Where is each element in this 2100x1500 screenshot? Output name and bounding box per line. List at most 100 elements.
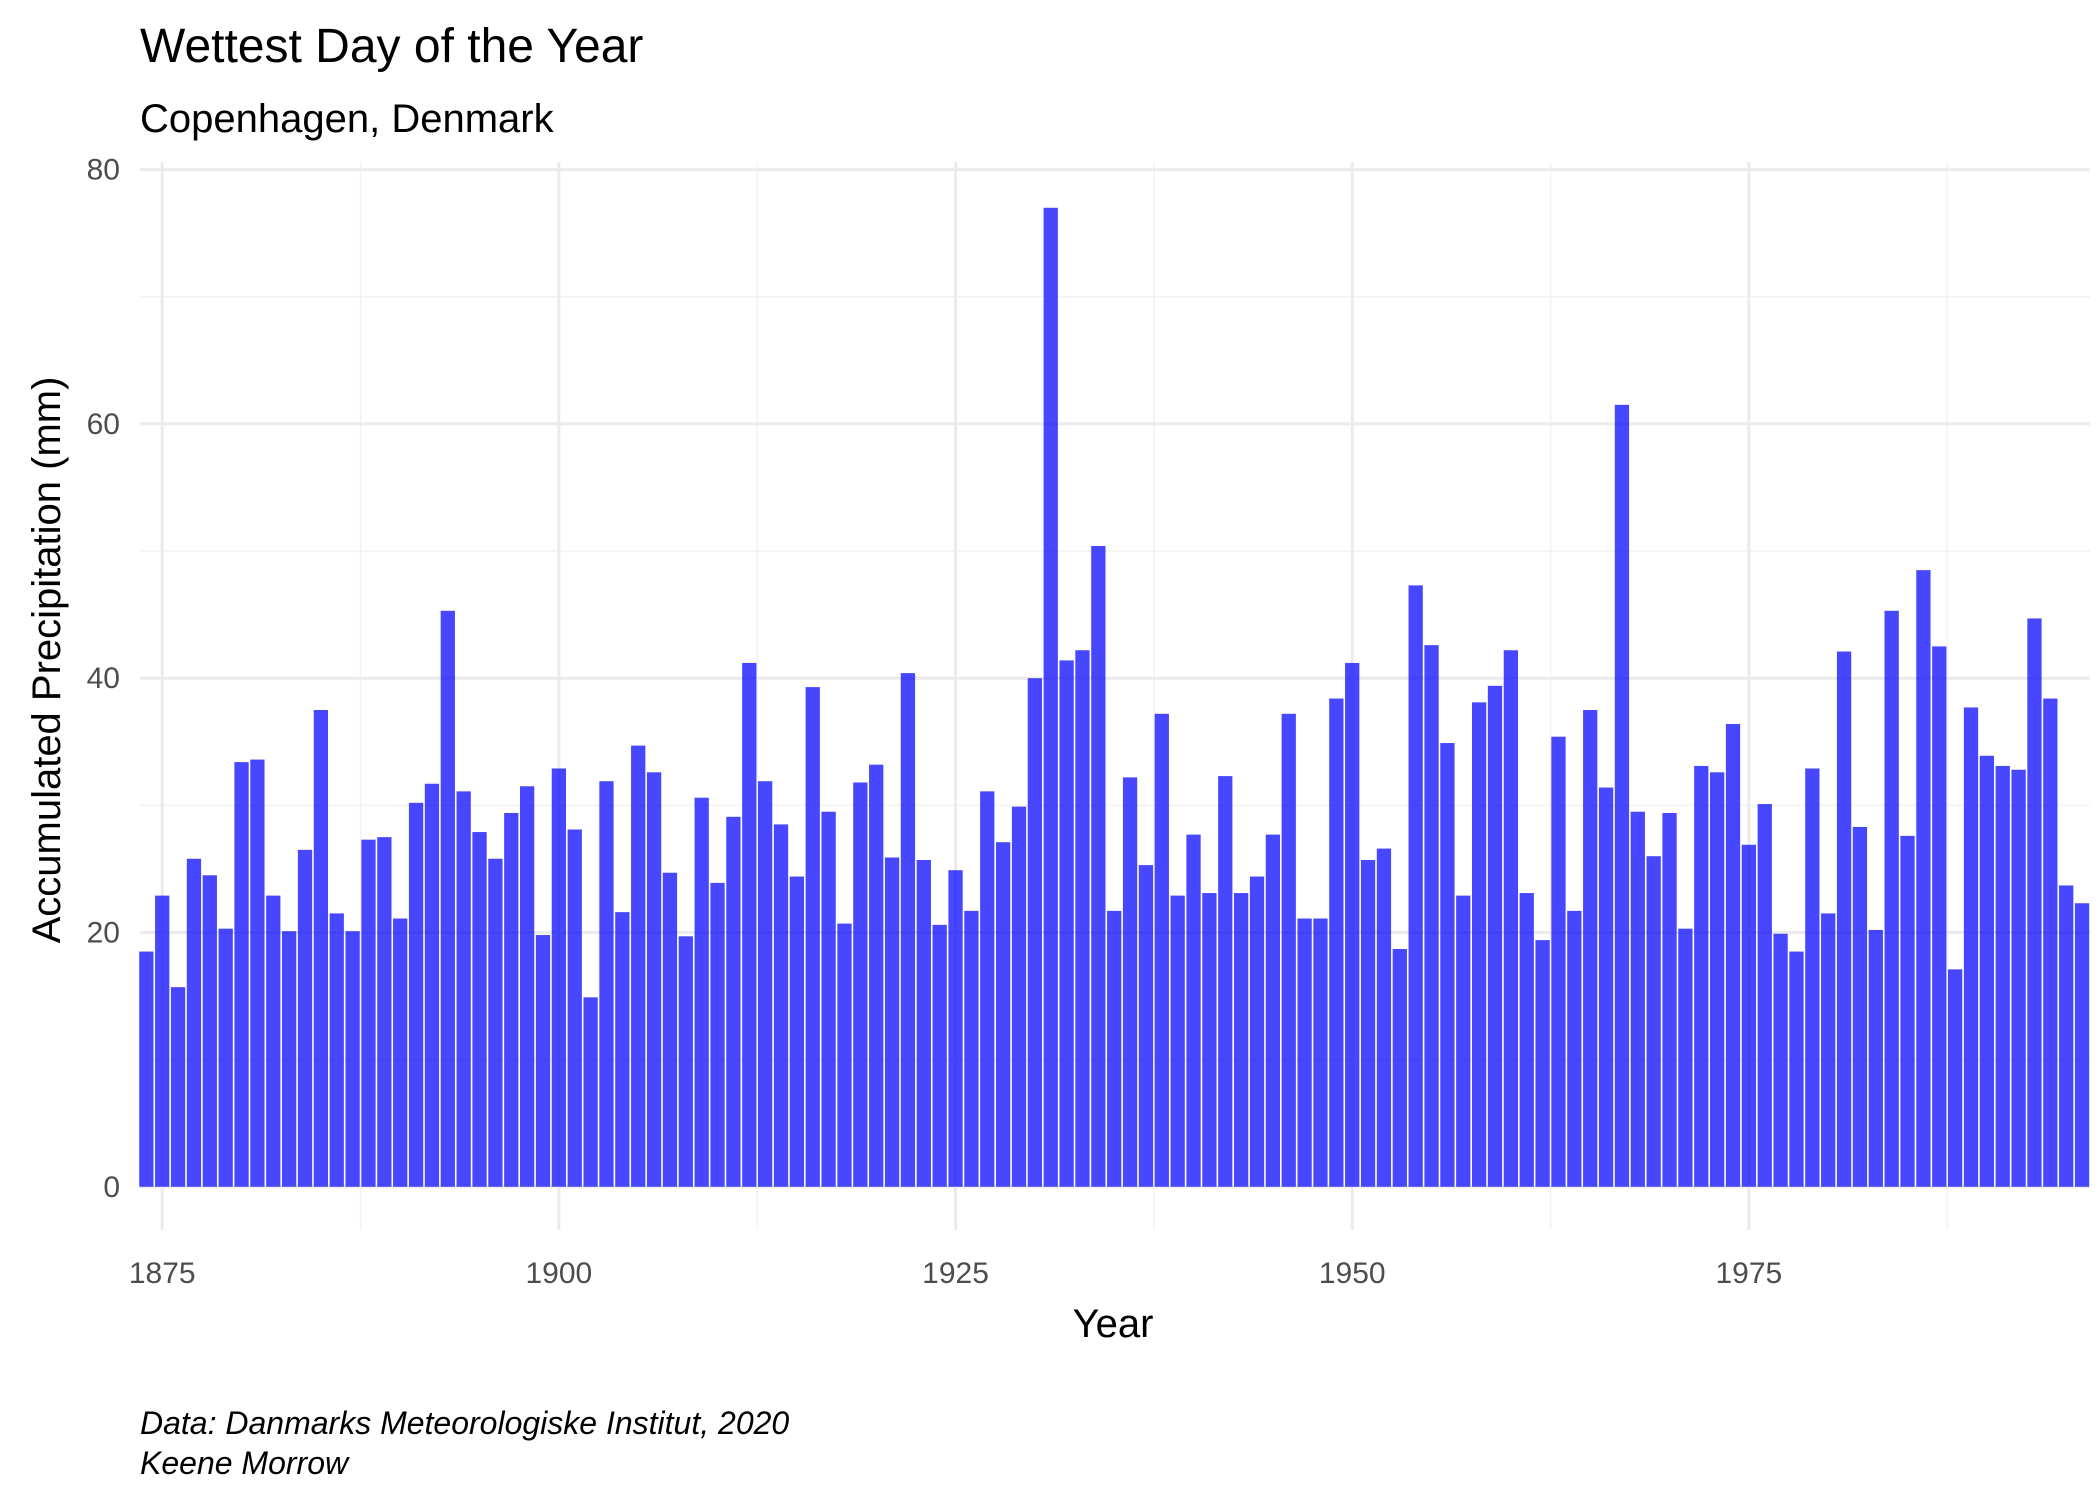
bar-1986 (1916, 570, 1931, 1187)
bar-1906 (646, 772, 662, 1187)
bar-1953 (1392, 949, 1407, 1187)
x-axis-title: Year (1073, 1302, 1154, 1346)
bar-1923 (916, 860, 931, 1187)
bar-1980 (1821, 913, 1836, 1187)
bar-1914 (773, 824, 789, 1187)
bar-1954 (1408, 585, 1423, 1187)
bar-1890 (393, 918, 408, 1187)
bar-1879 (218, 928, 233, 1187)
bar-1970 (1662, 812, 1677, 1187)
bar-1881 (250, 759, 265, 1187)
bar-1934 (1091, 545, 1106, 1187)
bar-1931 (1043, 207, 1058, 1187)
bar-1975 (1741, 844, 1757, 1187)
bar-1968 (1630, 811, 1645, 1187)
bar-1978 (1789, 951, 1804, 1187)
bar-1877 (186, 858, 202, 1187)
bar-1935 (1107, 910, 1122, 1187)
bar-1940 (1186, 834, 1201, 1187)
bar-1965 (1583, 709, 1598, 1187)
bar-1974 (1725, 723, 1741, 1187)
bar-1962 (1535, 940, 1550, 1187)
bar-1876 (170, 987, 186, 1187)
bar-1992 (2011, 769, 2026, 1187)
bar-1917 (821, 811, 836, 1187)
bar-1966 (1598, 787, 1614, 1187)
bar-1909 (694, 797, 709, 1187)
y-tick-label: 80 (87, 154, 120, 187)
bar-1913 (758, 781, 773, 1187)
bar-1900 (551, 768, 567, 1187)
bar-1959 (1487, 685, 1503, 1187)
bar-1985 (1900, 835, 1915, 1187)
bar-1915 (789, 876, 805, 1187)
bar-1929 (1011, 806, 1027, 1187)
bar-1880 (234, 762, 249, 1187)
bar-1969 (1646, 856, 1661, 1187)
y-tick-label: 40 (87, 662, 120, 695)
bar-1955 (1424, 645, 1439, 1187)
bar-1894 (456, 791, 471, 1187)
bar-1922 (900, 673, 916, 1187)
bar-1956 (1440, 743, 1455, 1187)
bar-1988 (1947, 969, 1963, 1187)
x-tick-label: 1975 (1715, 1257, 1782, 1290)
x-tick-label: 1900 (526, 1257, 593, 1290)
bar-1893 (440, 610, 455, 1187)
bar-1972 (1694, 765, 1709, 1187)
bar-1964 (1567, 910, 1582, 1187)
bar-1885 (313, 709, 329, 1187)
bar-1886 (329, 913, 344, 1187)
bars (139, 207, 2090, 1187)
bar-1973 (1710, 772, 1725, 1187)
bar-1927 (980, 791, 995, 1187)
bar-1883 (282, 931, 297, 1187)
caption-source: Data: Danmarks Meteorologiske Institut, … (140, 1405, 789, 1441)
bar-1996 (2074, 903, 2090, 1187)
y-tick-label: 20 (87, 916, 120, 949)
bar-1919 (853, 782, 868, 1187)
bar-1882 (266, 895, 281, 1187)
bar-1904 (615, 912, 630, 1187)
chart-subtitle: Copenhagen, Denmark (140, 97, 555, 141)
bar-1874 (139, 951, 154, 1187)
bar-1939 (1170, 895, 1185, 1187)
bar-1942 (1218, 776, 1233, 1187)
bar-1924 (932, 924, 947, 1187)
bar-1948 (1313, 918, 1328, 1187)
bar-1910 (710, 882, 725, 1187)
bar-1933 (1075, 650, 1090, 1187)
bar-1983 (1868, 929, 1883, 1187)
y-axis-title: Accumulated Precipitation (mm) (25, 377, 69, 944)
bar-1987 (1932, 646, 1947, 1187)
bar-1916 (805, 687, 820, 1187)
x-tick-label: 1875 (129, 1257, 196, 1290)
bar-1977 (1773, 933, 1788, 1187)
bar-1960 (1503, 650, 1519, 1187)
bar-1938 (1154, 713, 1169, 1187)
bar-1932 (1059, 660, 1074, 1187)
bar-1993 (2027, 618, 2042, 1187)
caption-author: Keene Morrow (140, 1445, 350, 1481)
bar-1895 (472, 832, 487, 1187)
bar-1878 (202, 875, 217, 1187)
bar-1908 (678, 936, 693, 1187)
bar-1963 (1551, 736, 1566, 1187)
bar-1941 (1202, 893, 1217, 1187)
bar-1898 (520, 786, 535, 1187)
bar-1979 (1805, 768, 1820, 1187)
bar-1989 (1963, 707, 1979, 1187)
bar-1981 (1836, 651, 1852, 1187)
tick-labels: 1875 1900 1925 1950 1975 0 20 40 60 80 (87, 154, 1783, 1290)
bar-1905 (631, 745, 646, 1187)
bar-1946 (1281, 713, 1296, 1187)
bar-1888 (361, 839, 376, 1187)
bar-1902 (583, 997, 598, 1187)
bar-1928 (996, 842, 1011, 1187)
bar-1937 (1138, 865, 1154, 1187)
bar-1952 (1376, 848, 1392, 1187)
bar-1949 (1329, 698, 1344, 1187)
bar-1891 (408, 802, 424, 1187)
bar-1947 (1297, 918, 1312, 1187)
